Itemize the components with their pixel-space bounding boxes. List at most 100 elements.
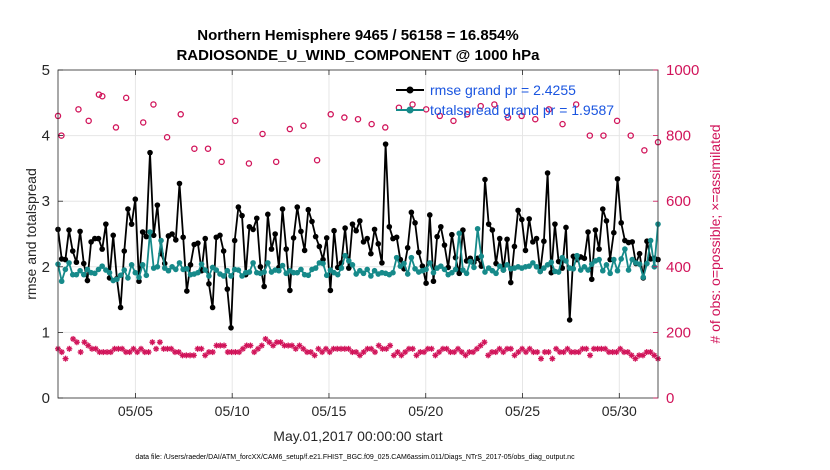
obs-mark-stroke <box>523 349 529 355</box>
obs-mark-stroke <box>512 352 518 358</box>
obs-assimilated-point <box>394 349 401 356</box>
spread-point <box>77 267 83 274</box>
y-tick-label-right: 600 <box>666 193 691 210</box>
spread-point <box>334 271 341 278</box>
rmse-point <box>511 243 518 250</box>
spread-point <box>276 267 282 274</box>
obs-assimilated-point <box>436 349 443 356</box>
spread-point <box>622 246 628 252</box>
obs-assimilated-point <box>307 349 314 356</box>
obs-series-layer <box>54 91 662 362</box>
obs-mark-stroke <box>519 346 525 352</box>
obs-possible-point <box>504 114 512 121</box>
obs-assimilated-point <box>549 355 556 362</box>
spread-point <box>401 260 407 267</box>
obs-assimilated-point <box>647 349 654 356</box>
obs-mark-stroke <box>319 349 325 355</box>
obs-mark-stroke <box>376 342 382 349</box>
spread-point <box>393 254 400 261</box>
spread-point <box>342 252 348 259</box>
obs-mark-stroke <box>470 349 476 355</box>
obs-assimilated-point <box>473 345 480 352</box>
rmse-point <box>426 212 433 218</box>
spread-point <box>474 225 481 232</box>
y-tick-label-left: 4 <box>42 128 50 145</box>
rmse-point <box>342 225 348 231</box>
obs-mark-stroke <box>146 349 152 355</box>
rmse-point <box>504 236 510 243</box>
obs-assimilated-point <box>451 349 458 356</box>
rmse-point <box>290 235 297 241</box>
legend-marker-spread <box>406 106 414 114</box>
obs-mark-stroke <box>500 349 506 355</box>
spread-point <box>493 270 499 277</box>
obs-mark-stroke <box>636 352 642 358</box>
obs-assimilated-point <box>507 345 514 352</box>
obs-mark-stroke <box>115 346 121 352</box>
obs-possible-point <box>286 125 294 133</box>
obs-mark-stroke <box>530 349 537 355</box>
spread-point <box>390 269 396 276</box>
obs-mark-stroke <box>515 349 521 355</box>
obs-mark-stroke <box>96 349 103 355</box>
obs-mark-stroke <box>187 352 193 358</box>
rmse-point <box>485 221 492 227</box>
obs-mark-stroke <box>213 342 220 349</box>
spread-point <box>106 269 113 276</box>
spread-point <box>195 269 201 276</box>
rmse-point <box>66 227 72 233</box>
rmse-point <box>239 212 245 219</box>
obs-possible-point <box>150 101 157 108</box>
obs-possible-point <box>600 132 607 139</box>
error-series-layer <box>55 141 661 331</box>
obs-mark-stroke <box>342 346 348 352</box>
x-tick-label: 05/30 <box>602 403 637 419</box>
obs-assimilated-point <box>270 342 277 349</box>
spread-point <box>449 269 455 276</box>
rmse-point <box>345 265 352 271</box>
obs-assimilated-point <box>568 349 575 356</box>
rmse-point <box>588 276 595 283</box>
spread-point <box>117 272 124 279</box>
obs-mark-stroke <box>447 349 454 355</box>
rmse-point <box>77 228 83 235</box>
obs-mark-stroke <box>66 346 72 352</box>
obs-assimilated-point <box>409 345 416 352</box>
obs-mark-stroke <box>429 346 435 352</box>
obs-assimilated-point <box>643 349 650 356</box>
obs-mark-stroke <box>357 352 363 358</box>
rmse-point <box>544 170 551 176</box>
obs-assimilated-point <box>515 349 522 356</box>
obs-assimilated-point <box>353 349 360 356</box>
obs-mark-stroke <box>217 342 223 349</box>
spread-point <box>66 260 72 266</box>
spread-point <box>312 265 319 271</box>
spread-point <box>467 258 474 265</box>
rmse-point <box>132 196 139 203</box>
obs-mark-stroke <box>485 352 491 358</box>
obs-mark-stroke <box>202 352 208 358</box>
spread-point <box>504 262 510 268</box>
obs-assimilated-point <box>575 349 582 356</box>
obs-mark-stroke <box>191 352 197 358</box>
obs-mark-stroke <box>462 352 469 358</box>
obs-mark-stroke <box>527 346 533 352</box>
spread-point <box>73 271 80 278</box>
obs-possible-point <box>75 106 82 113</box>
spread-point <box>246 269 253 275</box>
spread-point <box>176 260 183 266</box>
chart-title-line2: RADIOSONDE_U_WIND_COMPONENT @ 1000 hPa <box>176 47 540 64</box>
obs-mark-stroke <box>240 346 246 352</box>
rmse-point <box>150 232 157 239</box>
rmse-point <box>128 221 135 227</box>
obs-assimilated-point <box>458 349 465 356</box>
rmse-point <box>496 235 503 242</box>
obs-mark-stroke <box>478 342 484 349</box>
obs-mark-stroke <box>179 352 186 358</box>
rmse-point <box>393 234 400 241</box>
obs-mark-stroke <box>244 342 250 349</box>
obs-possible-point <box>99 92 106 100</box>
obs-assimilated-point <box>545 349 552 356</box>
rmse-point <box>541 238 547 245</box>
y-tick-label-right: 800 <box>666 128 691 145</box>
